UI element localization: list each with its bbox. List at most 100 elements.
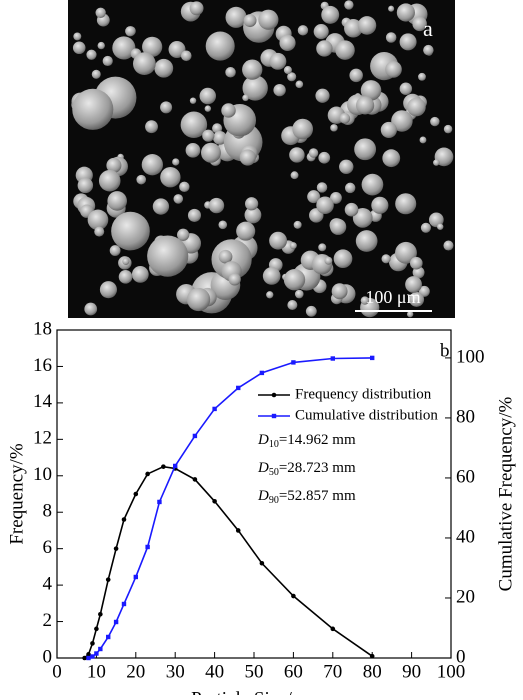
particle: [180, 111, 208, 138]
particle: [396, 3, 415, 22]
y-tick-label: 10: [33, 464, 52, 485]
particle: [352, 207, 373, 228]
particle: [186, 287, 211, 312]
particle: [344, 0, 354, 10]
y2-tick-label: 20: [456, 586, 475, 607]
particle: [262, 267, 281, 285]
data-point: [94, 626, 99, 632]
particle: [305, 305, 317, 317]
particle: [405, 276, 422, 293]
data-point: [145, 471, 150, 477]
data-point: [369, 653, 375, 659]
annotation-text: =14.962 mm: [279, 432, 356, 448]
particle: [443, 240, 454, 251]
particle: [324, 256, 333, 265]
particle: [228, 273, 241, 286]
x-tick-label: 60: [284, 661, 303, 682]
particle: [97, 41, 105, 50]
particle: [172, 158, 180, 166]
data-point: [98, 646, 103, 652]
particle: [152, 198, 170, 215]
data-point: [370, 355, 375, 361]
annotation-subscript: 50: [269, 467, 279, 478]
particle: [201, 142, 221, 163]
data-point: [235, 528, 241, 533]
particle: [433, 159, 440, 166]
y2-tick-label: 40: [456, 526, 475, 547]
particle: [107, 191, 127, 211]
x-tick-label: 40: [205, 661, 224, 682]
particle: [316, 182, 328, 193]
data-point: [236, 385, 241, 391]
particle: [330, 124, 338, 132]
annotation: D50=28.723 mm: [257, 460, 356, 478]
particle: [160, 167, 181, 188]
particle: [147, 235, 189, 277]
data-point: [86, 652, 91, 657]
particle: [154, 58, 174, 78]
particle: [409, 291, 425, 307]
y2-tick-label: 100: [456, 346, 485, 367]
y2-tick-label: 0: [456, 646, 466, 667]
particle: [269, 231, 288, 250]
particle: [136, 174, 147, 185]
x-tick-label: 10: [87, 661, 106, 682]
particle: [316, 40, 333, 57]
particle: [125, 26, 136, 37]
particle: [354, 138, 377, 161]
data-point: [105, 577, 111, 582]
particle: [380, 121, 397, 139]
data-point: [90, 641, 95, 646]
particle: [330, 191, 342, 204]
particle: [344, 182, 356, 194]
particle: [77, 177, 94, 194]
data-point: [259, 560, 265, 566]
particle: [443, 124, 453, 134]
particle: [173, 194, 184, 204]
particle: [111, 211, 150, 251]
particle: [94, 226, 105, 237]
particle: [242, 59, 263, 80]
particle: [385, 32, 397, 43]
particle: [266, 291, 274, 299]
particle: [335, 40, 355, 60]
particle: [420, 222, 431, 233]
x-tick-label: 30: [166, 661, 185, 682]
particle: [287, 300, 298, 311]
particle: [202, 129, 215, 142]
x-tick-label: 100: [437, 661, 466, 682]
particle: [279, 34, 296, 51]
particle: [437, 223, 444, 230]
annotation-symbol: D: [257, 460, 269, 476]
particle: [236, 221, 256, 241]
data-point: [82, 655, 87, 661]
particle: [118, 270, 133, 284]
particle: [360, 296, 370, 305]
y-tick-label: 2: [43, 610, 53, 631]
particle: [112, 36, 136, 60]
particle: [395, 193, 417, 215]
panel-label: b: [440, 340, 450, 361]
particle: [339, 112, 351, 124]
x-axis-label: Particle Size/μm: [191, 688, 317, 695]
particle: [160, 101, 173, 114]
data-point: [192, 433, 198, 439]
particle: [243, 14, 257, 28]
series-line: [88, 357, 373, 659]
y-tick-label: 6: [43, 537, 53, 558]
particle: [382, 149, 401, 168]
particle: [84, 302, 98, 316]
particle: [412, 16, 427, 32]
particle: [225, 67, 236, 78]
particle: [407, 311, 414, 318]
annotation-symbol: D: [257, 488, 269, 504]
legend-label: Frequency distribution: [295, 386, 432, 402]
particle: [72, 88, 114, 130]
particle: [315, 88, 330, 103]
particle: [72, 41, 86, 55]
particle: [208, 197, 225, 214]
particle: [95, 7, 106, 18]
y-tick-label: 14: [33, 391, 53, 412]
particle: [177, 228, 190, 241]
